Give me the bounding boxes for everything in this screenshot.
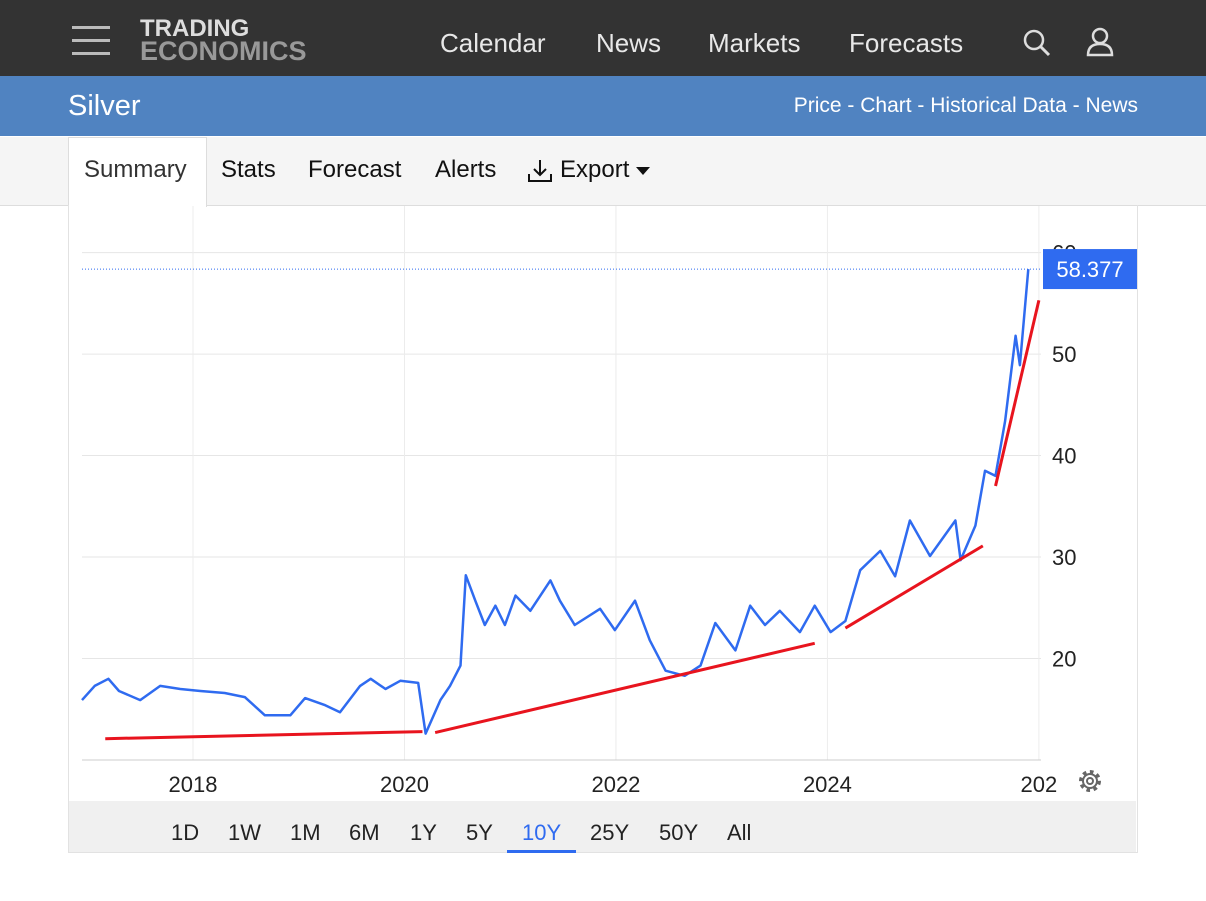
user-icon[interactable] [1086,27,1116,57]
nav-link[interactable]: News [596,28,662,58]
range-button[interactable]: 1D [171,820,200,845]
trend-line [844,544,984,630]
menu-icon[interactable] [72,26,110,56]
x-tick-label: 202 [1021,772,1058,797]
logo-text: ECONOMICS [140,36,307,66]
trend-line [994,299,1041,487]
x-tick-label: 2018 [169,772,218,797]
nav-link[interactable]: Forecasts [849,28,964,58]
x-tick-label: 2024 [803,772,852,797]
trend-line [434,641,816,735]
search-icon[interactable] [1022,28,1052,58]
page-title: Silver [68,90,141,122]
crumb-link[interactable]: Chart [860,94,912,117]
title-bar: Silver Price - Chart - Historical Data -… [0,76,1206,136]
logo-text: TRADING [140,15,250,42]
y-tick-label: 40 [1052,444,1076,469]
dropdown-caret [636,167,650,175]
range-button[interactable]: 1Y [410,820,437,845]
range-button[interactable]: 25Y [590,820,630,845]
range-button[interactable]: 10Y [522,820,562,845]
tab[interactable]: Stats [221,156,276,183]
y-tick-label: 20 [1052,647,1076,672]
range-button[interactable]: 6M [349,820,380,845]
last-price-box [1043,249,1137,290]
crumb-link[interactable]: Historical Data [930,94,1067,117]
plot-area [81,268,1041,741]
x-tick-label: 2022 [591,772,640,797]
axes: 2030405060201820202022202420258.377 [82,241,1137,797]
y-tick-label: 50 [1052,342,1076,367]
chart-panel [68,205,1138,853]
export-icon [528,160,552,182]
range-button[interactable]: 1M [290,820,321,845]
range-button[interactable]: 1W [228,820,261,845]
settings-icon[interactable] [1079,770,1101,792]
range-button[interactable]: All [727,820,752,845]
range-bar [69,801,1136,852]
logo[interactable]: TRADING ECONOMICS [140,15,307,66]
price-line [81,268,1030,735]
trend-line [105,730,423,741]
range-button[interactable]: 50Y [659,820,699,845]
tab[interactable]: Summary [84,156,187,183]
tab[interactable]: Forecast [308,156,402,183]
active-underline [507,850,576,853]
range-button[interactable]: 5Y [466,820,493,845]
top-bar: TRADING ECONOMICS Calendar News Markets … [0,0,1206,76]
nav-link[interactable]: Markets [708,28,801,58]
tab[interactable]: Alerts [435,156,497,183]
grid [82,206,1041,760]
nav-link[interactable]: Calendar [440,28,546,58]
breadcrumbs: Price - Chart - Historical Data - News [793,94,1138,117]
tab[interactable]: Export [560,156,630,183]
y-tick-label: 30 [1052,545,1076,570]
x-tick-label: 2020 [380,772,429,797]
last-price-label: 58.377 [1056,257,1123,282]
crumb-link[interactable]: Price [793,94,842,117]
crumb-link[interactable]: News [1085,94,1138,117]
chart: 2030405060201820202022202420258.377 [81,206,1137,797]
active-tab[interactable] [68,137,207,207]
